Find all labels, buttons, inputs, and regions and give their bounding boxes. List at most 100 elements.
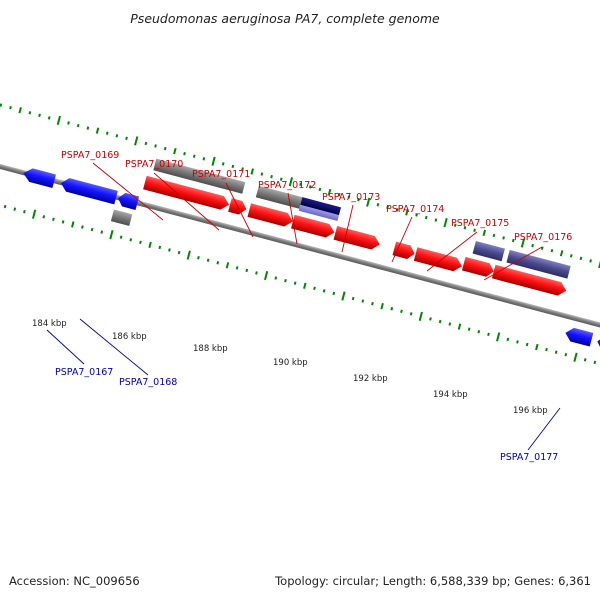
inner-tick-mark-11 (61, 220, 65, 224)
outer-tick-mark-16 (134, 136, 139, 146)
gene-0169-feature (153, 158, 246, 194)
gene-0166-arrow (23, 168, 56, 189)
inner-tick-mark-46 (400, 309, 403, 314)
inner-tick-track (3, 204, 597, 365)
gene-label-0175[interactable]: PSPA7_0175 (451, 218, 509, 229)
outer-tick-mark-44 (405, 209, 409, 216)
gene-label-0173[interactable]: PSPA7_0173 (322, 192, 380, 203)
inner-tick-mark-6 (13, 207, 17, 211)
outer-tick-mark-40 (366, 197, 371, 207)
inner-tick-mark-44 (380, 303, 384, 310)
map-title: Pseudomonas aeruginosa PA7, complete gen… (130, 11, 440, 26)
outer-tick-mark-39 (357, 197, 360, 202)
reverse-leader-lines (46, 318, 561, 451)
outer-tick-mark-59 (550, 249, 554, 253)
outer-tick-mark-60 (559, 250, 564, 257)
scale-label-192: 192 kbp (353, 374, 388, 384)
inner-tick-mark-30 (245, 268, 249, 273)
inner-tick-mark-51 (448, 322, 452, 326)
gene-label-0174[interactable]: PSPA7_0174 (386, 204, 444, 215)
outer-tick-mark-11 (86, 126, 90, 130)
forward-gene-labels: PSPA7_0169 PSPA7_0170 PSPA7_0171 PSPA7_0… (61, 150, 572, 243)
gene-0169-arrow (143, 175, 229, 210)
gene-0176-feature (506, 249, 571, 279)
inner-tick-mark-62 (554, 350, 558, 354)
inner-tick-mark-28 (225, 262, 230, 269)
outer-tick-mark-54 (502, 236, 505, 240)
outer-tick-mark-46 (424, 215, 428, 220)
inner-tick-mark-52 (457, 323, 462, 330)
outer-tick-mark-45 (415, 213, 418, 217)
inner-tick-mark-58 (516, 340, 519, 344)
gene-0174-arrow (392, 241, 415, 259)
inner-tick-mark-25 (197, 255, 200, 260)
reverse-strand-genes (23, 168, 600, 357)
gene-0168-arrow (117, 192, 140, 211)
outer-tick-mark-38 (347, 195, 351, 199)
inner-tick-mark-9 (42, 215, 46, 219)
inner-tick-mark-22 (168, 248, 171, 252)
inner-tick-mark-5 (3, 204, 7, 209)
inner-tick-mark-61 (545, 347, 548, 352)
inner-tick-mark-34 (284, 278, 287, 283)
outer-tick-mark-12 (95, 127, 100, 134)
outer-tick-mark-32 (288, 177, 294, 187)
inner-tick-mark-36 (303, 282, 307, 289)
gene-label-0176[interactable]: PSPA7_0176 (514, 232, 572, 243)
outer-tick-mark-51 (473, 228, 476, 232)
inner-tick-mark-17 (119, 235, 123, 239)
gene-label-0169[interactable]: PSPA7_0169 (61, 150, 119, 161)
outer-tick-mark-24 (211, 156, 216, 166)
outer-tick-mark-56 (520, 238, 526, 248)
gene-0175-arrow (413, 247, 462, 272)
inner-tick-mark-57 (506, 337, 510, 342)
outer-tick-mark-53 (492, 233, 496, 238)
gene-0178-arrow (597, 336, 600, 357)
gene-label-0167[interactable]: PSPA7_0167 (55, 367, 113, 378)
inner-tick-mark-37 (313, 286, 316, 291)
outer-tick-mark-31 (279, 177, 283, 181)
inner-tick-mark-42 (361, 299, 365, 303)
outer-tick-mark-35 (318, 187, 322, 192)
outer-tick-mark-10 (76, 123, 80, 128)
inner-tick-mark-7 (23, 209, 26, 214)
outer-tick-mark-23 (202, 157, 206, 161)
outer-tick-mark-9 (67, 121, 70, 125)
outer-tick-mark-22 (192, 154, 196, 158)
gene-label-0171[interactable]: PSPA7_0171 (192, 169, 250, 180)
inner-tick-mark-31 (255, 271, 258, 275)
gene-0172-feature (300, 197, 342, 216)
inner-tick-mark-39 (332, 291, 336, 296)
outer-tick-mark-43 (395, 208, 399, 212)
outer-tick-mark-52 (482, 229, 487, 236)
outer-tick-mark-26 (231, 164, 235, 169)
outer-tick-mark-15 (125, 136, 128, 141)
inner-tick-mark-43 (371, 301, 374, 306)
inner-tick-mark-14 (90, 227, 94, 232)
inner-tick-mark-66 (593, 360, 597, 365)
inner-tick-mark-45 (390, 307, 394, 311)
inner-tick-mark-64 (573, 352, 578, 362)
outer-tick-mark-36 (327, 188, 332, 196)
outer-tick-mark-7 (47, 116, 51, 120)
outer-tick-mark-37 (337, 192, 341, 197)
scale-label-184: 184 kbp (32, 319, 67, 329)
inner-tick-mark-48 (418, 311, 423, 322)
outer-tick-mark-17 (144, 141, 148, 146)
inner-tick-mark-12 (71, 221, 75, 228)
accession-text: Accession: NC_009656 (9, 574, 140, 588)
inner-tick-mark-18 (129, 238, 133, 242)
inner-tick-mark-19 (139, 240, 142, 245)
outer-tick-mark-30 (270, 174, 273, 179)
gene-0168-feature (110, 209, 133, 226)
outer-tick-mark-29 (260, 172, 264, 176)
gene-label-0168[interactable]: PSPA7_0168 (119, 377, 177, 388)
gene-label-0177[interactable]: PSPA7_0177 (500, 452, 558, 463)
inner-tick-mark-59 (525, 342, 529, 347)
gene-label-0170[interactable]: PSPA7_0170 (125, 159, 183, 170)
gene-label-0172[interactable]: PSPA7_0172 (258, 180, 316, 191)
gene-0171-arrow (247, 203, 293, 227)
inner-tick-mark-56 (496, 332, 501, 342)
gene-0176-arrow-b (491, 264, 567, 296)
gene-0177-arrow (565, 327, 594, 347)
